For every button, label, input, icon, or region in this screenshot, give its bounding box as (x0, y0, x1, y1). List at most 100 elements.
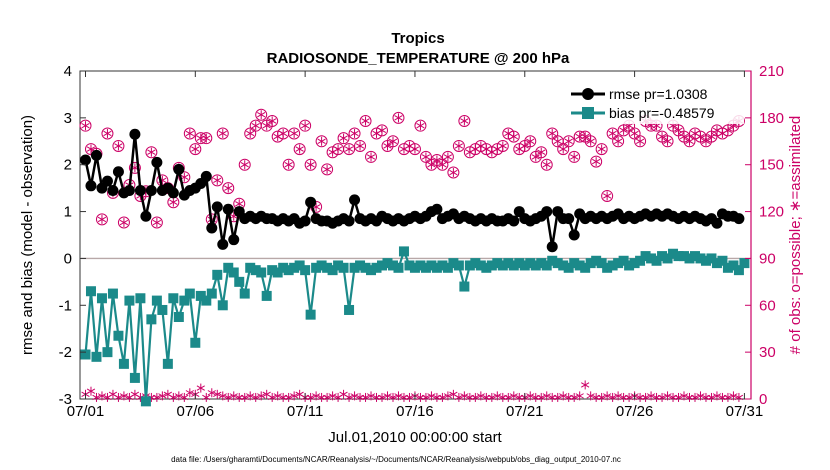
rmse-point (228, 234, 240, 246)
asterisk-stroke (147, 149, 156, 155)
obs-assimilated-point (438, 392, 447, 402)
y-right-tick-label: 210 (759, 63, 784, 80)
obs-assimilated-point (685, 136, 694, 146)
obs-assimilated-point (449, 168, 458, 178)
obs-assimilated-point (366, 391, 376, 401)
obs-possible-point (365, 150, 378, 163)
asterisk-stroke (388, 138, 398, 144)
legend-bias-label: bias pr=-0.48579 (609, 105, 715, 121)
rmse-point (85, 180, 97, 192)
rmse-point (508, 215, 520, 227)
bias-point (289, 262, 300, 273)
obs-assimilated-point (635, 136, 645, 146)
asterisk-stroke (246, 393, 255, 399)
obs-possible-point (238, 158, 251, 171)
obs-assimilated-point (322, 164, 332, 174)
obs-assimilated-point (646, 391, 656, 401)
asterisk-stroke (311, 393, 321, 399)
obs-assimilated-point (570, 392, 579, 402)
obs-assimilated-point (471, 392, 480, 402)
asterisk-stroke (251, 122, 260, 129)
asterisk-stroke (696, 133, 705, 140)
obs-assimilated-point (185, 128, 194, 138)
obs-assimilated-point (663, 391, 672, 401)
bias-point (96, 293, 107, 304)
bias-point (525, 258, 536, 269)
bias-point (173, 312, 184, 322)
obs-assimilated-point (487, 392, 496, 402)
x-tick-label: 07/06 (177, 403, 215, 420)
bias-point (294, 260, 305, 271)
asterisk-stroke (526, 393, 535, 399)
obs-possible-point (447, 166, 460, 179)
asterisk-stroke (350, 393, 359, 399)
y-right-axis-label: # of obs: o=possible; ∗=assimilated (787, 116, 804, 355)
obs-assimilated-point (328, 391, 337, 401)
asterisk-stroke (553, 138, 562, 144)
asterisk-stroke (531, 154, 540, 160)
bias-point (250, 265, 261, 276)
asterisk-stroke (158, 393, 167, 399)
asterisk-stroke (493, 393, 502, 399)
obs-assimilated-point (311, 391, 321, 401)
obs-assimilated-point (246, 128, 255, 138)
rmse-point (101, 175, 113, 187)
asterisk-stroke (257, 112, 266, 118)
obs-assimilated-point (559, 144, 568, 154)
asterisk-stroke (613, 393, 623, 399)
obs-assimilated-point (262, 121, 271, 131)
obs-assimilated-point (701, 136, 711, 146)
asterisk-stroke (224, 394, 233, 401)
obs-assimilated-point (537, 147, 546, 157)
asterisk-stroke (328, 149, 337, 155)
obs-assimilated-point (427, 391, 436, 401)
asterisk-stroke (624, 394, 634, 401)
bias-point (426, 260, 437, 271)
y-right-tick-label: 150 (759, 157, 784, 174)
bias-point (102, 347, 113, 358)
asterisk-stroke (586, 393, 595, 399)
asterisk-stroke (597, 146, 606, 152)
asterisk-stroke (92, 394, 101, 401)
y-left-axis-label: rmse and bias (model - observation) (19, 115, 36, 355)
asterisk-stroke (81, 122, 90, 129)
obs-assimilated-point (526, 391, 535, 401)
obs-possible-point (222, 182, 235, 195)
bias-point (602, 262, 613, 273)
bias-point (563, 262, 574, 273)
rmse-point (305, 196, 317, 208)
obs-assimilated-point (152, 392, 162, 402)
bias-point (393, 262, 404, 273)
obs-possible-point (321, 163, 334, 176)
obs-assimilated-point (394, 113, 403, 123)
obs-possible-point (524, 135, 537, 148)
asterisk-stroke (251, 394, 260, 401)
x-axis-label: Jul.01,2010 00:00:00 start (328, 429, 502, 446)
bias-point (118, 358, 129, 369)
bias-point (651, 255, 662, 266)
obs-assimilated-point (443, 391, 453, 401)
asterisk-stroke (690, 394, 700, 401)
bias-point (646, 253, 657, 264)
asterisk-stroke (235, 201, 244, 207)
obs-assimilated-point (97, 391, 107, 401)
obs-assimilated-point (213, 389, 222, 399)
data-file-note: data file: /Users/gharamti/Documents/NCA… (171, 455, 621, 464)
asterisk-stroke (674, 127, 683, 134)
bias-point (547, 255, 558, 266)
bias-point (624, 260, 635, 271)
asterisk-stroke (729, 393, 738, 399)
asterisk-stroke (306, 394, 315, 401)
obs-possible-point (315, 135, 328, 148)
obs-assimilated-point (592, 157, 601, 167)
asterisk-stroke (592, 158, 601, 165)
obs-assimilated-point (290, 391, 299, 401)
obs-assimilated-point (493, 391, 502, 401)
legend: rmse pr=1.0308 bias pr=-0.48579 (566, 80, 744, 124)
rmse-point (733, 213, 745, 225)
rmse-point (123, 184, 135, 196)
asterisk-stroke (674, 394, 683, 401)
obs-possible-point (441, 150, 454, 163)
asterisk-stroke (454, 143, 464, 149)
